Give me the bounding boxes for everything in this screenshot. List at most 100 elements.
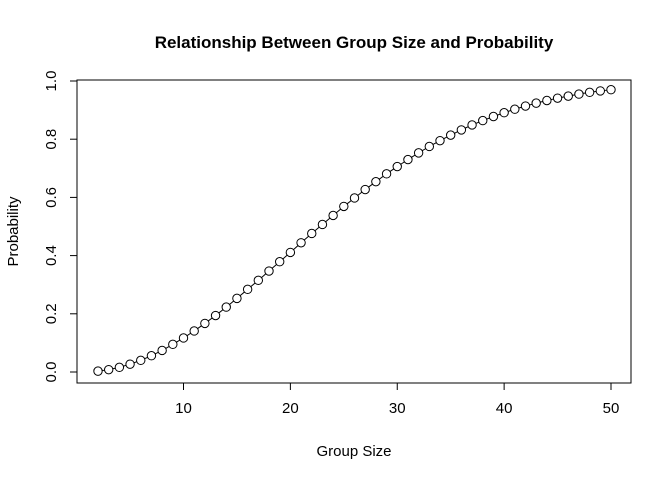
y-tick-label: 1.0 [43,71,60,92]
data-point [317,219,328,230]
series-line-segment [346,200,352,205]
data-point [488,111,499,122]
x-tick-label: 50 [603,400,620,417]
series-line-segment [389,168,395,172]
series-line-segment [336,208,341,214]
data-point [435,135,445,146]
series-line-segment [218,309,224,314]
series-line-segment [411,154,416,158]
data-point [125,359,135,369]
x-tick-label: 30 [389,400,406,417]
data-point [456,125,467,135]
series-line-segment [154,351,159,355]
y-axis-label: Probability [5,196,22,267]
data-point [574,89,584,99]
data-point [510,104,520,114]
series-line-segment [186,332,191,337]
series-line-segment [368,183,373,188]
data-point [381,169,392,179]
series-line-segment [400,161,405,165]
data-point [520,101,531,111]
series-line-segment [271,264,277,269]
series-line-segment [282,254,288,260]
data-point [114,362,125,373]
data-point [103,364,114,375]
data-point [253,275,264,286]
data-point [200,318,210,329]
series-line-segment [261,273,267,278]
data-point [478,115,488,126]
series-line-segment [165,346,170,349]
data-point [606,85,616,95]
x-axis: 10 20 30 40 50 [175,382,620,417]
data-point [328,210,338,221]
series-line-segment [475,121,480,124]
data-point [221,302,231,312]
series-line-segment [421,148,426,152]
series-line-segment [250,282,256,288]
x-tick-label: 20 [282,400,299,417]
data-point [403,154,413,165]
data-point [467,120,477,130]
data-point [93,366,103,376]
data-point [296,238,306,248]
series-line-segment [176,339,181,343]
series-line-segment [303,235,309,241]
data-point [178,333,189,343]
data-point [563,91,573,101]
data-point [285,247,296,258]
series-line-segment [207,317,213,322]
data-point [157,345,167,356]
data-point [189,326,199,336]
data-point [242,284,253,295]
series-line-segment [239,291,245,297]
data-point [371,176,381,187]
y-tick-label: 0.8 [43,129,60,150]
data-point [445,130,456,140]
series-line-segment [325,217,331,223]
series-line-segment [454,131,458,134]
data-point [595,86,606,96]
data-point [274,257,285,267]
series-line-segment [464,126,469,129]
series-line-segment [293,245,299,250]
data-point [360,184,370,195]
y-tick-label: 0.6 [43,187,60,208]
data-point [584,87,595,98]
data-point [392,161,402,172]
data-point [136,355,146,366]
series-line-segment [144,356,148,360]
data-point [413,148,424,158]
data-point [168,339,178,350]
series-line-segment [357,191,363,196]
y-tick-label: 0.0 [43,362,60,383]
series-line-segment [486,117,490,120]
data-point [552,93,563,103]
series-line-segment [432,142,437,145]
data-point [146,351,157,361]
data-point [424,141,435,152]
series-line-segment [378,175,384,180]
data-point [264,266,274,276]
data-point [499,108,509,118]
y-tick-label: 0.2 [43,303,60,324]
data-point [210,310,221,321]
series-layer [93,85,616,376]
data-point [307,228,317,239]
series-line-segment [197,325,202,329]
x-axis-label: Group Size [316,443,391,460]
data-point [349,193,360,203]
series-line-segment [229,300,235,305]
x-tick-label: 40 [496,400,513,417]
y-axis: 0.0 0.2 0.4 0.6 0.8 1.0 [43,71,78,383]
data-point [542,95,552,106]
data-point [232,293,242,304]
series-line-segment [314,226,320,232]
data-point [531,98,541,108]
x-tick-label: 10 [175,400,192,417]
plot-area-border [76,79,632,384]
chart-title: Relationship Between Group Size and Prob… [155,33,554,52]
data-point [339,201,349,212]
series-line-segment [443,136,448,140]
